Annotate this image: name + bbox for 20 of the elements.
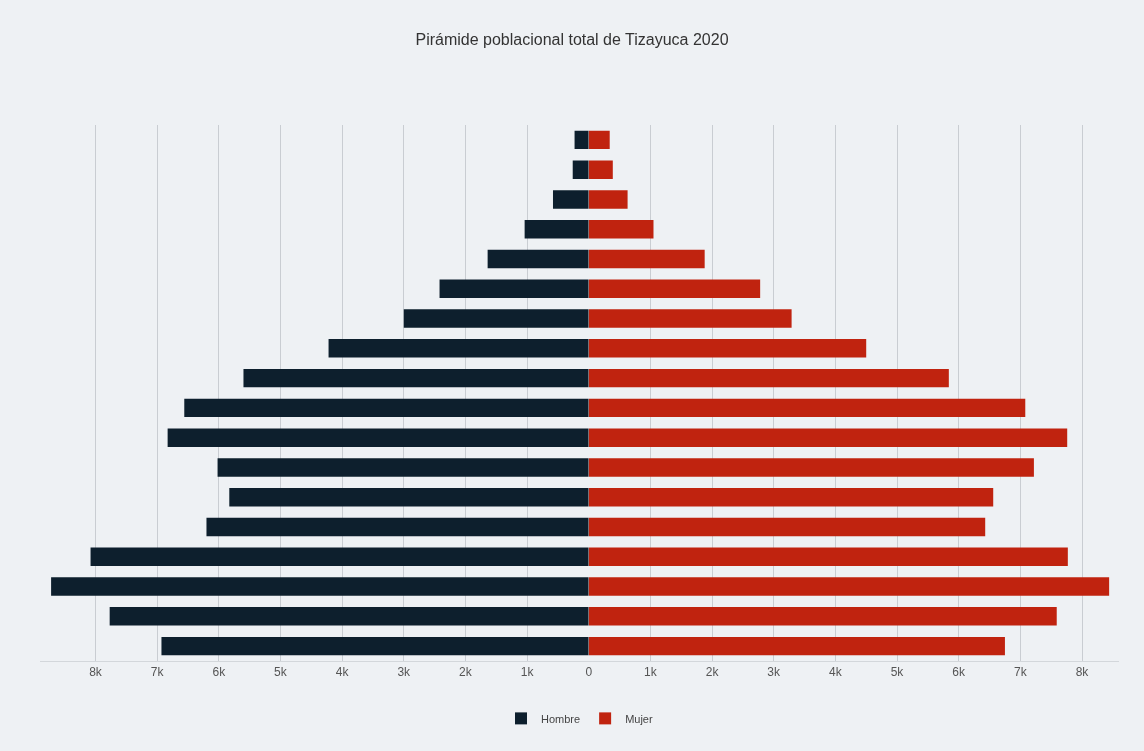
x-tick-label: 1k — [520, 665, 535, 680]
x-tick-label: 4k — [829, 665, 843, 680]
x-tick-label: 4k — [335, 665, 350, 680]
x-tick-label: 7k — [150, 665, 165, 680]
x-tick-label: 8k — [89, 665, 103, 680]
x-tick-label: 5k — [274, 665, 288, 680]
x-tick-label: 1k — [644, 665, 658, 680]
x-tick-label: 6k — [212, 665, 227, 680]
chart-title: Pirámide poblacional total de Tizayuca 2020 — [415, 30, 729, 48]
x-tick-label: 6k — [952, 665, 967, 680]
x-tick-label: 2k — [705, 665, 720, 680]
x-tick-label: 7k — [1014, 665, 1028, 680]
x-tick-label: 3k — [397, 665, 412, 680]
x-tick-label: 5k — [890, 665, 905, 680]
x-tick-label: 8k — [1075, 665, 1090, 680]
x-tick-label: 2k — [459, 665, 473, 680]
x-tick-label: 0 — [585, 665, 593, 680]
x-tick-label: 3k — [767, 665, 782, 680]
legend-label: Mujer — [625, 712, 653, 725]
legend-label: Hombre — [541, 712, 581, 725]
